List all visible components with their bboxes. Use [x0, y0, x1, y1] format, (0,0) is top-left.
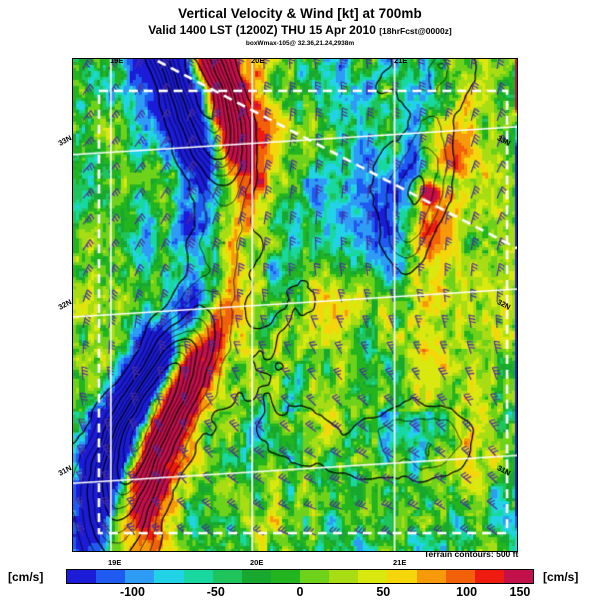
vertical-velocity-heatmap — [73, 59, 517, 551]
colorbar-segment — [416, 570, 446, 583]
colorbar-segment — [212, 570, 242, 583]
colorbar-segment — [329, 570, 359, 583]
colorbar-tick: 100 — [456, 585, 478, 599]
colorbar-segment — [503, 570, 533, 583]
colorbar-tick: 150 — [509, 585, 531, 599]
colorbar-tick: 0 — [296, 585, 304, 599]
max-detail-annotation: boxWmax-105@ 32.36,21.24,2938m — [245, 40, 355, 47]
colorbar-tick: -50 — [206, 585, 225, 599]
colorbar-segment — [474, 570, 504, 583]
colorbar-segment — [387, 570, 417, 583]
lat-tick-33n-left: 33N — [56, 133, 74, 148]
colorbar-legend: [cm/s] [cm/s] -100 -50 0 50 100 150 — [0, 566, 600, 600]
forecast-tag: [18hrFcst@0000z] — [379, 26, 452, 36]
lat-tick-31n-left: 31N — [56, 463, 74, 478]
colorbar-unit-right: [cm/s] — [543, 570, 579, 584]
colorbar-tick: 50 — [376, 585, 391, 599]
lon-tick-20e-bottom: 20E — [250, 558, 264, 567]
lon-tick-20e: 20E — [251, 56, 265, 65]
lon-tick-19e-bottom: 19E — [108, 558, 122, 567]
colorbar-swatches[interactable] — [66, 569, 534, 584]
colorbar-segment — [125, 570, 155, 583]
colorbar-segment — [358, 570, 388, 583]
colorbar-segment — [96, 570, 126, 583]
lon-tick-21e: 21E — [394, 56, 408, 65]
valid-time-subtitle: Valid 1400 LST (1200Z) THU 15 Apr 2010 [… — [0, 23, 600, 39]
lat-tick-32n-left: 32N — [56, 297, 74, 312]
page-title: Vertical Velocity & Wind [kt] at 700mb — [178, 6, 422, 21]
colorbar-segment — [445, 570, 475, 583]
colorbar-segment — [154, 570, 184, 583]
map-plot-area[interactable] — [72, 58, 518, 552]
colorbar-segment — [300, 570, 330, 583]
title-block: Vertical Velocity & Wind [kt] at 700mb V… — [0, 6, 600, 48]
colorbar-unit-left: [cm/s] — [8, 570, 44, 584]
colorbar-segment — [183, 570, 213, 583]
colorbar-tick: -100 — [119, 585, 145, 599]
valid-time-text: Valid 1400 LST (1200Z) THU 15 Apr 2010 — [148, 23, 376, 37]
lon-tick-19e: 19E — [110, 56, 124, 65]
terrain-contour-note: Terrain contours: 500 ft — [424, 549, 519, 559]
colorbar-segment — [270, 570, 300, 583]
lon-tick-21e-bottom: 21E — [393, 558, 407, 567]
colorbar-segment — [67, 570, 97, 583]
colorbar-segment — [241, 570, 271, 583]
colorbar-tick-labels: -100 -50 0 50 100 150 — [66, 585, 534, 600]
